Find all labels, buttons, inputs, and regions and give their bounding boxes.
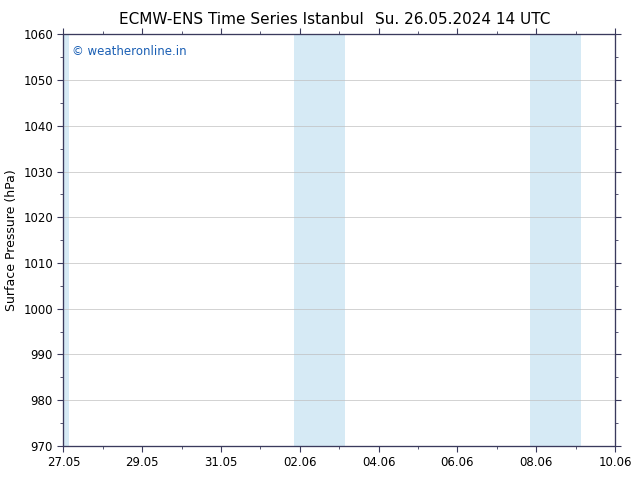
Y-axis label: Surface Pressure (hPa): Surface Pressure (hPa) [4, 169, 18, 311]
Bar [58, 34, 69, 446]
Bar [530, 34, 581, 446]
Bar [294, 34, 345, 446]
Text: ECMW-ENS Time Series Istanbul: ECMW-ENS Time Series Istanbul [119, 12, 363, 27]
Text: © weatheronline.in: © weatheronline.in [72, 45, 186, 58]
Text: Su. 26.05.2024 14 UTC: Su. 26.05.2024 14 UTC [375, 12, 550, 27]
